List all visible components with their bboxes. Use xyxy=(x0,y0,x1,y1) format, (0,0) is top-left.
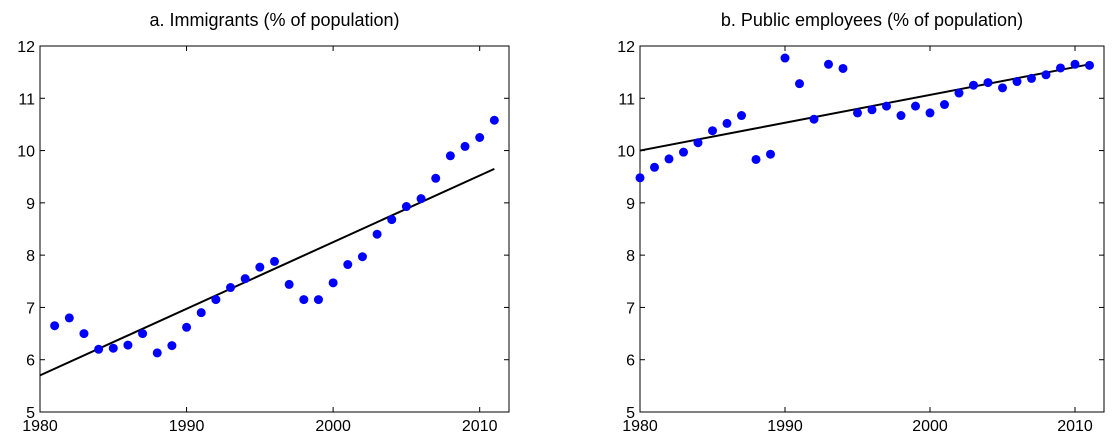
y-tick-label: 9 xyxy=(626,196,635,213)
data-point xyxy=(795,79,804,89)
data-point xyxy=(882,101,891,111)
data-point xyxy=(226,283,236,293)
data-point xyxy=(489,115,499,125)
data-point xyxy=(152,348,162,358)
y-tick-label: 6 xyxy=(626,353,635,370)
fit-line xyxy=(39,167,495,377)
data-point xyxy=(867,105,877,115)
chart-title: a. Immigrants (% of population) xyxy=(149,10,399,30)
data-point xyxy=(853,108,862,118)
x-tick-label: 2000 xyxy=(912,418,948,435)
data-point xyxy=(182,322,192,332)
data-point xyxy=(1012,77,1022,87)
y-tick-label: 8 xyxy=(626,248,635,265)
data-point xyxy=(1041,70,1051,80)
y-tick-label: 9 xyxy=(26,196,35,213)
data-point xyxy=(357,252,367,262)
data-point xyxy=(475,133,485,142)
data-point xyxy=(693,138,703,148)
x-tick-label: 1990 xyxy=(169,418,205,435)
data-point xyxy=(167,341,177,351)
y-tick-label: 10 xyxy=(17,144,35,161)
data-point xyxy=(824,59,833,69)
data-point xyxy=(766,149,775,159)
x-tick-label: 1990 xyxy=(767,418,803,435)
data-point xyxy=(809,114,819,124)
data-point xyxy=(1027,73,1036,83)
y-tick-label: 11 xyxy=(618,91,635,108)
chart-title: b. Public employees (% of population) xyxy=(721,10,1023,30)
data-point xyxy=(983,78,993,88)
data-point xyxy=(108,343,118,353)
fit-line xyxy=(639,63,1090,152)
data-point xyxy=(708,126,717,136)
plot-frame xyxy=(39,45,510,413)
data-point xyxy=(460,141,470,151)
x-tick-label: 2010 xyxy=(462,418,498,435)
data-point xyxy=(925,108,935,118)
data-point xyxy=(838,63,848,73)
data-point xyxy=(416,194,426,204)
data-point xyxy=(998,83,1007,93)
data-point xyxy=(1085,60,1094,70)
y-tick-label: 5 xyxy=(626,405,635,422)
data-point xyxy=(780,53,790,63)
x-tick-label: 2010 xyxy=(1057,418,1093,435)
data-point xyxy=(79,329,89,339)
y-tick-label: 12 xyxy=(17,39,35,56)
data-point xyxy=(123,340,133,350)
data-point xyxy=(664,154,674,164)
data-point xyxy=(431,173,441,183)
data-point xyxy=(240,274,250,284)
data-point xyxy=(196,308,206,318)
plot-frame xyxy=(639,45,1105,413)
data-point xyxy=(737,111,746,121)
y-tick-label: 12 xyxy=(617,39,635,56)
data-point xyxy=(401,202,411,212)
data-point xyxy=(940,100,949,110)
data-point xyxy=(94,344,104,354)
x-tick-label: 1980 xyxy=(22,418,58,435)
data-point xyxy=(270,256,279,266)
data-point xyxy=(328,278,338,288)
data-point xyxy=(635,173,645,183)
data-point xyxy=(313,295,323,305)
data-point xyxy=(751,154,761,164)
x-tick-label: 1980 xyxy=(622,418,658,435)
y-tick-label: 6 xyxy=(26,353,35,370)
data-point xyxy=(284,279,294,289)
data-point xyxy=(722,118,732,128)
y-tick-label: 7 xyxy=(26,300,35,317)
data-point xyxy=(954,88,964,98)
data-point xyxy=(679,147,688,157)
data-point xyxy=(50,321,60,331)
data-point xyxy=(1056,63,1065,73)
data-point xyxy=(969,80,978,90)
data-point xyxy=(211,295,221,305)
y-tick-label: 10 xyxy=(617,144,635,161)
y-tick-label: 11 xyxy=(18,91,35,108)
y-tick-label: 5 xyxy=(26,405,35,422)
data-point xyxy=(64,313,74,323)
data-point xyxy=(387,215,397,225)
data-point xyxy=(343,260,353,270)
y-tick-label: 8 xyxy=(26,248,35,265)
data-point xyxy=(650,162,659,172)
data-point xyxy=(255,262,265,272)
y-tick-label: 7 xyxy=(626,300,635,317)
data-point xyxy=(445,151,455,161)
data-point xyxy=(1070,59,1080,69)
data-point xyxy=(299,295,309,305)
data-point xyxy=(896,111,906,121)
data-point xyxy=(372,229,382,239)
data-point xyxy=(911,101,920,111)
data-point xyxy=(138,329,148,339)
x-tick-label: 2000 xyxy=(315,418,351,435)
